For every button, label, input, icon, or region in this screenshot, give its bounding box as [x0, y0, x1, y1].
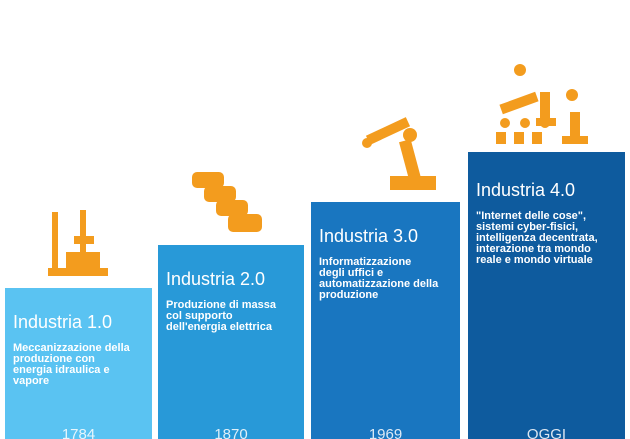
column-title: Industria 4.0 — [476, 180, 576, 200]
column: Industria 4.0 "Internet delle cose", siste… — [468, 152, 625, 439]
column-description: Meccanizzazione della produzione con energ… — [13, 343, 144, 387]
column-year: OGGI — [526, 426, 567, 439]
column-year: 1969 — [368, 426, 403, 439]
column-title: Industria 1.0 — [13, 312, 113, 332]
column-description: "Internet delle cose", sistemi cyber-fisi… — [476, 211, 617, 266]
column-year: 1870 — [214, 426, 248, 439]
column-description: Informatizzazione degli uffici e automatiz… — [319, 257, 452, 301]
description-line: Informatizzazione — [319, 256, 412, 268]
robot-arm-icon — [362, 117, 436, 190]
column-description: Produzione di massa col supporto dell'ener… — [166, 300, 296, 333]
description-line: Meccanizzazione della — [13, 342, 130, 354]
description-line: energia idraulica e — [13, 364, 110, 376]
description-line: sistemi cyber-fisici, — [476, 221, 579, 233]
description-line: "Internet delle cose", — [476, 210, 587, 222]
description-line: produzione con — [13, 353, 95, 365]
description-line: produzione — [319, 289, 379, 301]
oil-pump-icon — [48, 210, 108, 276]
column: Industria 2.0 Produzione di massa col supp… — [158, 245, 304, 439]
cars-icon — [192, 172, 262, 232]
column-title: Industria 3.0 — [319, 226, 419, 246]
description-line: reale e mondo virtuale — [476, 254, 593, 266]
description-line: degli uffici e — [319, 267, 384, 279]
smart-robots-icon — [496, 64, 588, 144]
description-line: intelligenza decentrata, — [476, 232, 598, 244]
description-line: automatizzazione della — [319, 278, 439, 290]
column-year: 1784 — [61, 426, 96, 439]
description-line: dell'energia elettrica — [166, 321, 272, 333]
description-line: col supporto — [166, 310, 233, 322]
column-title: Industria 2.0 — [166, 269, 266, 289]
column: Industria 3.0 Informatizzazione degli uffi… — [311, 202, 460, 439]
description-line: vapore — [13, 375, 50, 387]
description-line: Produzione di massa — [166, 299, 277, 311]
column: Industria 1.0 Meccanizzazione della produz… — [5, 288, 152, 439]
description-line: interazione tra mondo — [476, 243, 591, 255]
